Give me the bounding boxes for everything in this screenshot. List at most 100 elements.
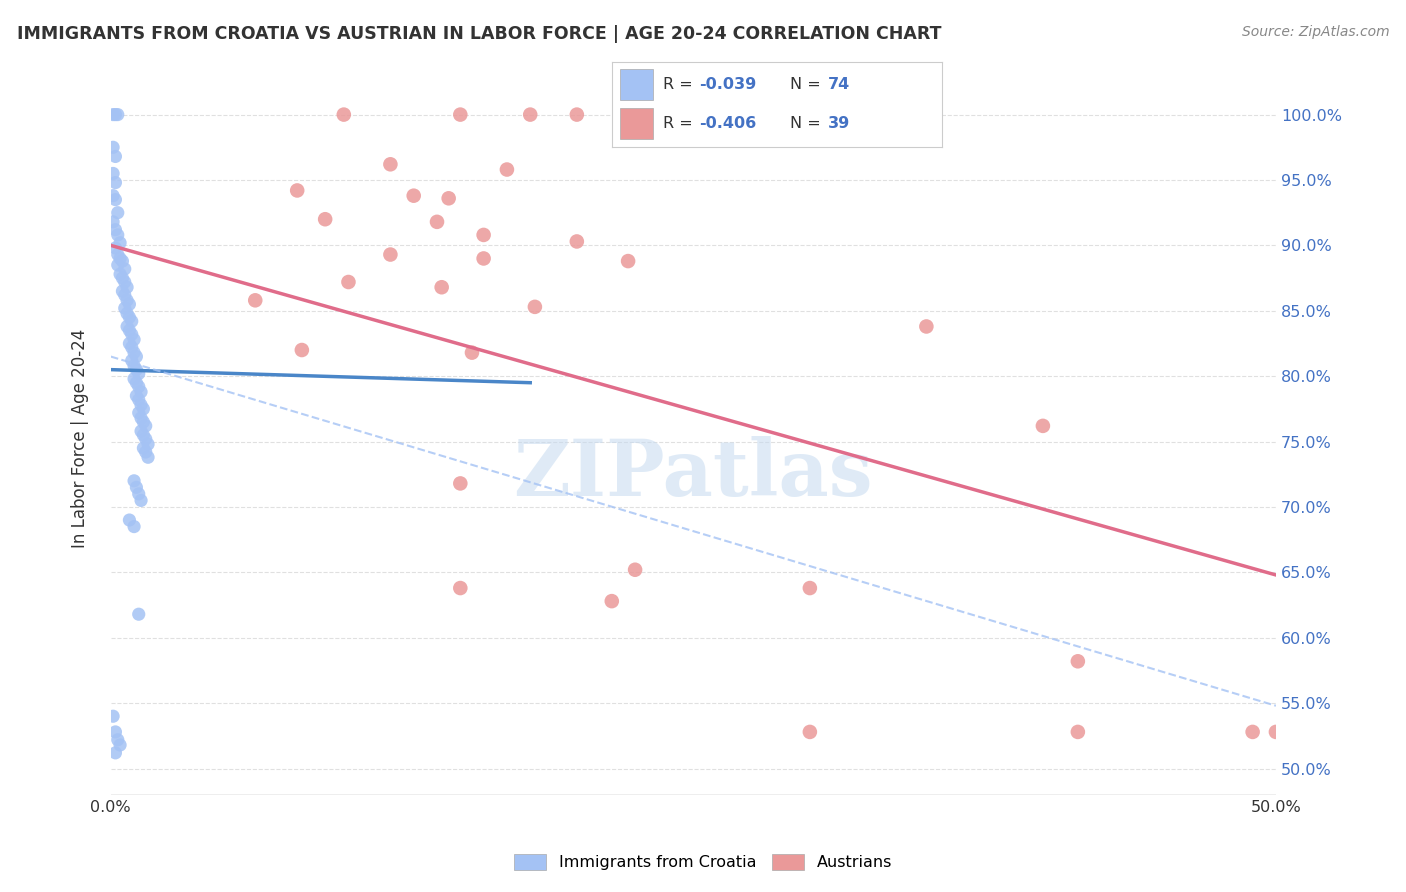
Point [472,252,495,266]
Point [107,732,129,747]
Point [245,293,267,308]
Point [437,191,460,205]
Point [125,480,148,494]
Point [101,166,124,180]
Point [135,432,157,446]
Point [122,333,145,347]
Point [565,235,588,249]
Point [115,293,138,308]
Text: Source: ZipAtlas.com: Source: ZipAtlas.com [1241,25,1389,39]
Point [129,411,152,425]
Text: -0.039: -0.039 [699,77,756,92]
Point [617,254,640,268]
Point [118,323,141,337]
Point [107,247,129,261]
Point [461,345,484,359]
Point [125,350,148,364]
Legend: Immigrants from Croatia, Austrians: Immigrants from Croatia, Austrians [508,847,898,877]
Point [1032,418,1054,433]
Point [101,107,124,121]
Point [104,176,127,190]
Point [108,267,131,281]
Point [810,107,832,121]
Point [107,205,129,219]
Point [449,581,471,595]
Point [111,271,134,285]
Point [523,300,546,314]
Point [122,519,145,533]
Point [1067,725,1090,739]
Point [121,314,143,328]
Point [128,367,150,381]
Point [129,493,152,508]
Point [122,359,145,373]
Point [125,362,148,376]
Point [333,107,356,121]
Point [128,406,150,420]
Text: ZIPatlas: ZIPatlas [513,436,873,512]
Point [752,107,775,121]
Point [519,107,541,121]
Point [449,476,471,491]
Y-axis label: In Labor Force | Age 20-24: In Labor Force | Age 20-24 [72,328,89,548]
Point [1067,654,1090,668]
Point [125,376,148,390]
Text: -0.406: -0.406 [699,116,756,131]
Point [380,247,402,261]
Point [121,353,143,368]
Point [101,215,124,229]
Point [799,581,821,595]
Point [114,301,136,315]
Point [122,345,145,359]
Text: N =: N = [790,116,825,131]
Point [108,252,131,266]
Point [612,107,634,121]
Point [132,441,155,455]
Point [135,418,157,433]
Point [104,746,127,760]
Point [101,140,124,154]
Point [136,450,159,465]
Point [101,709,124,723]
Point [115,280,138,294]
Point [115,306,138,320]
Point [108,235,131,250]
Point [624,563,647,577]
Point [111,254,134,268]
Point [121,340,143,354]
Point [132,428,155,442]
Point [682,107,704,121]
Point [114,275,136,289]
Point [314,212,336,227]
Text: R =: R = [662,77,697,92]
Point [104,107,127,121]
Point [132,401,155,416]
Point [128,487,150,501]
Point [380,157,402,171]
Point [118,297,141,311]
Point [107,107,129,121]
Point [915,319,938,334]
Point [136,437,159,451]
Point [122,372,145,386]
Point [799,725,821,739]
Point [114,288,136,302]
Point [104,725,127,739]
Point [101,188,124,202]
Text: 39: 39 [828,116,851,131]
Point [129,398,152,412]
Point [118,513,141,527]
Text: 74: 74 [828,77,851,92]
Text: N =: N = [790,77,825,92]
Point [135,445,157,459]
Point [118,336,141,351]
Point [449,107,471,121]
Point [125,389,148,403]
Point [104,223,127,237]
Point [104,193,127,207]
Point [496,162,519,177]
Point [129,384,152,399]
Point [472,227,495,242]
Point [104,241,127,255]
Point [128,392,150,407]
